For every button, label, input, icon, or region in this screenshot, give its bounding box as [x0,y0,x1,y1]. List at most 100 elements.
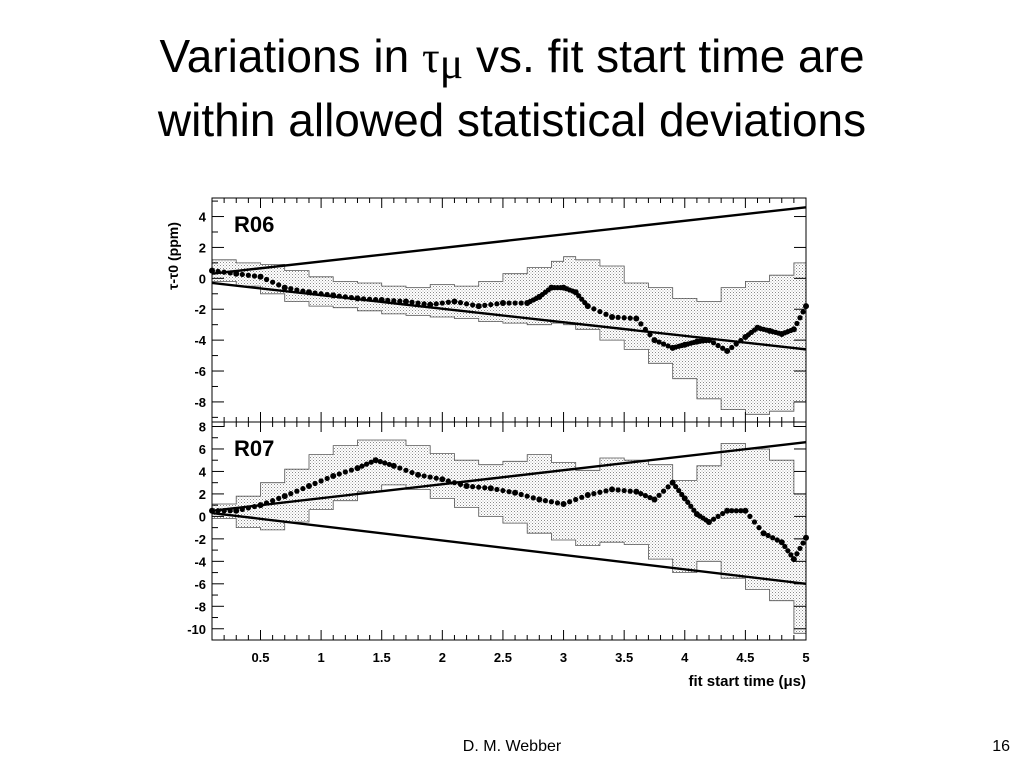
panel-r07-data-point [470,484,476,490]
panel-r07-data-point [363,461,370,467]
panel-r06-data-point [797,315,803,321]
panel-r07-data-point [756,525,762,531]
panel-r07-data-point [421,473,427,479]
panel-r07-data-point [494,486,500,493]
panel-r06-data-point [603,311,609,317]
panel-r07-data-point [747,513,753,519]
panel-r06-data-point [300,288,306,294]
panel-r07-data-point [591,491,597,497]
figure: 4 2 0 -2 -4 -6 -8 R06 τ-τ0 (ppm) 8 6 4 2 0 -2 -4 -6 -8 -10… [160,190,820,705]
panel-r06-data-point [615,314,621,320]
panel-r07-data-point [685,499,691,505]
panel-r07-data-point [445,478,451,484]
panel-r07-data-point [270,498,276,504]
title-text-pre: Variations in [159,30,422,82]
title-line-1: Variations in τμ vs. fit start time are [0,28,1024,92]
panel-r07-data-point [409,469,415,476]
panel-r06-data-point [305,289,312,296]
panel-r07-data-point [439,476,446,483]
panel-r07-x-tick-label: 3.5 [615,650,633,665]
panel-r06-x-axis [223,198,807,422]
panel-r07-data-point [669,479,676,486]
panel-r07-data-point [681,495,688,502]
panel-r07-data-point [651,496,658,503]
panel-r07-data-point [487,485,494,492]
panel-r07-data-point [359,463,365,469]
panel-r07-frame [211,421,807,641]
panel-r06-data-point [656,339,662,345]
panel-r07-data-point [368,459,374,465]
panel-r07-x-tick-label: 2 [439,650,446,665]
panel-r06-y-tick-label: -6 [194,364,206,379]
panel-r06-data-point [276,282,282,288]
panel-r07-data-point [457,481,464,487]
panel-r06-y-tick-label: -4 [194,333,206,348]
panel-r06-data-point [251,273,258,279]
panel-r07-data-point [647,494,653,501]
panel-r07-y-tick-label: -8 [194,599,206,614]
panel-r07-data-point [665,484,671,490]
panel-r06-data-point [324,291,330,298]
panel-r06-data-point [512,300,518,306]
panel-r06-data-point [360,296,367,302]
panel-r07-data-point [512,489,519,496]
panel-r06-data-point [475,303,482,310]
panel-r06-data-point [354,295,361,302]
footer-author: D. M. Webber [462,738,562,755]
panel-r07-y-tick-label: -4 [194,554,206,569]
panel-r06-y-axis-title: τ-τ0 (ppm) [165,222,181,290]
panel-r07-data-point [794,551,800,557]
panel-r06-data-point [597,308,603,315]
panel-r06-data-point [257,273,264,280]
panel-r07-y-tick-label: 2 [199,487,206,502]
panel-r07-data-point [245,505,251,511]
panel-r06-data-point [660,341,667,347]
panel-r06-data-point [427,301,434,308]
panel-r06-data-point [294,287,300,293]
panel-r07-data-point [542,498,548,504]
panel-r06-data-point [715,342,721,349]
panel-r06-data-point [733,341,739,347]
panel-r07-data-point [251,503,258,510]
panel-r06-data-point [609,313,616,320]
panel-r07-y-tick-label: 4 [199,464,207,479]
panel-r07-data-point [548,499,555,505]
panel-r07-x-tick-label: 2.5 [494,650,512,665]
panel-r07-data-point [720,510,726,517]
panel-r07-data-point [788,552,794,558]
panel-r06-data-point [421,301,427,307]
panel-r07-data-point [609,486,616,493]
panel-r07-data-point [305,483,312,490]
panel-r07-data-point [710,516,717,522]
panel-r06-upper-line [212,206,806,275]
panel-r06-data-point [647,332,653,338]
title-text-post: vs. fit start time are [463,30,865,82]
panel-r06-data-point [342,294,348,300]
panel-r06-data-point [463,301,470,307]
panel-r07-data-point [227,508,233,514]
panel-r07-y-tick-label: 6 [199,442,206,457]
panel-r06-data-point [790,326,797,333]
panel-r07-data-point [336,471,342,477]
panel-r07-data-point [403,467,409,473]
panel-r07-data-point [276,495,282,502]
panel-r07-x-tick-label: 3 [560,650,567,665]
panel-r06-data-point [651,337,658,344]
panel-r06-data-point [729,344,735,351]
panel-r06-data-point [233,270,240,277]
panel-r06-data-point [221,269,227,275]
panel-r07-data-point [377,459,383,465]
panel-r07-data-point [579,494,585,500]
panel-r07-data-point [603,488,609,494]
title-line-2: within allowed statistical deviations [157,94,867,146]
panel-r06-data-point [227,270,233,276]
panel-r06-data-point [482,302,488,308]
panel-r06-data-point [494,301,500,307]
panel-r07: 8 6 4 2 0 -2 -4 -6 -8 -10 0.5 1 1.5 2 2.5 3 3.5 4 4.5 5 R07 f… [187,419,809,690]
panel-r07-data-point [751,519,758,525]
panel-r06-data-point [385,297,391,303]
panel-r06-data-point [288,286,294,292]
panel-r06-data-point [724,347,731,354]
panel-r07-data-point [733,508,739,514]
panel-r07-data-point [573,496,579,503]
